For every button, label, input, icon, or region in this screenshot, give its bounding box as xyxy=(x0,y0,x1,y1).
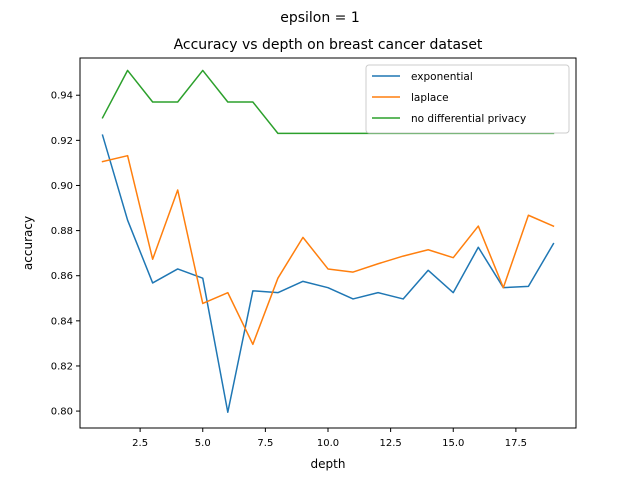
x-tick-label: 12.5 xyxy=(379,438,401,449)
legend: exponential laplace no differential privac… xyxy=(365,64,570,134)
figure-suptitle: epsilon = 1 xyxy=(280,10,360,26)
x-tick-label: 5.0 xyxy=(195,438,211,449)
y-tick-label: 0.80 xyxy=(51,407,73,418)
x-tick-label: 15.0 xyxy=(442,438,464,449)
series-line-1 xyxy=(101,154,555,346)
x-tick-label: 2.5 xyxy=(132,438,148,449)
y-tick-label: 0.86 xyxy=(51,271,73,282)
legend-label-0: exponential xyxy=(411,71,473,83)
legend-entries: exponential laplace no differential privac… xyxy=(372,71,526,125)
x-axis-label: depth xyxy=(311,457,346,471)
x-tick-label: 10.0 xyxy=(317,438,339,449)
chart-title: Accuracy vs depth on breast cancer datas… xyxy=(174,37,483,53)
legend-box xyxy=(365,64,570,134)
legend-label-1: laplace xyxy=(411,92,449,104)
y-tick-label: 0.84 xyxy=(51,316,73,327)
y-tick-label: 0.90 xyxy=(51,181,73,192)
x-tick-label: 7.5 xyxy=(257,438,273,449)
x-tick-label: 17.5 xyxy=(505,438,527,449)
series-line-0 xyxy=(101,134,555,413)
y-tick-label: 0.92 xyxy=(51,136,73,147)
legend-label-2: no differential privacy xyxy=(411,113,526,125)
x-axis-ticks: 2.5 5.0 7.5 10.0 12.5 15.0 17.5 xyxy=(132,428,527,449)
y-axis-ticks: 0.80 0.82 0.84 0.86 0.88 0.90 0.92 0.94 xyxy=(51,91,80,418)
y-axis-label: accuracy xyxy=(21,216,35,270)
y-tick-label: 0.82 xyxy=(51,361,73,372)
y-tick-label: 0.94 xyxy=(51,91,73,102)
y-tick-label: 0.88 xyxy=(51,226,73,237)
